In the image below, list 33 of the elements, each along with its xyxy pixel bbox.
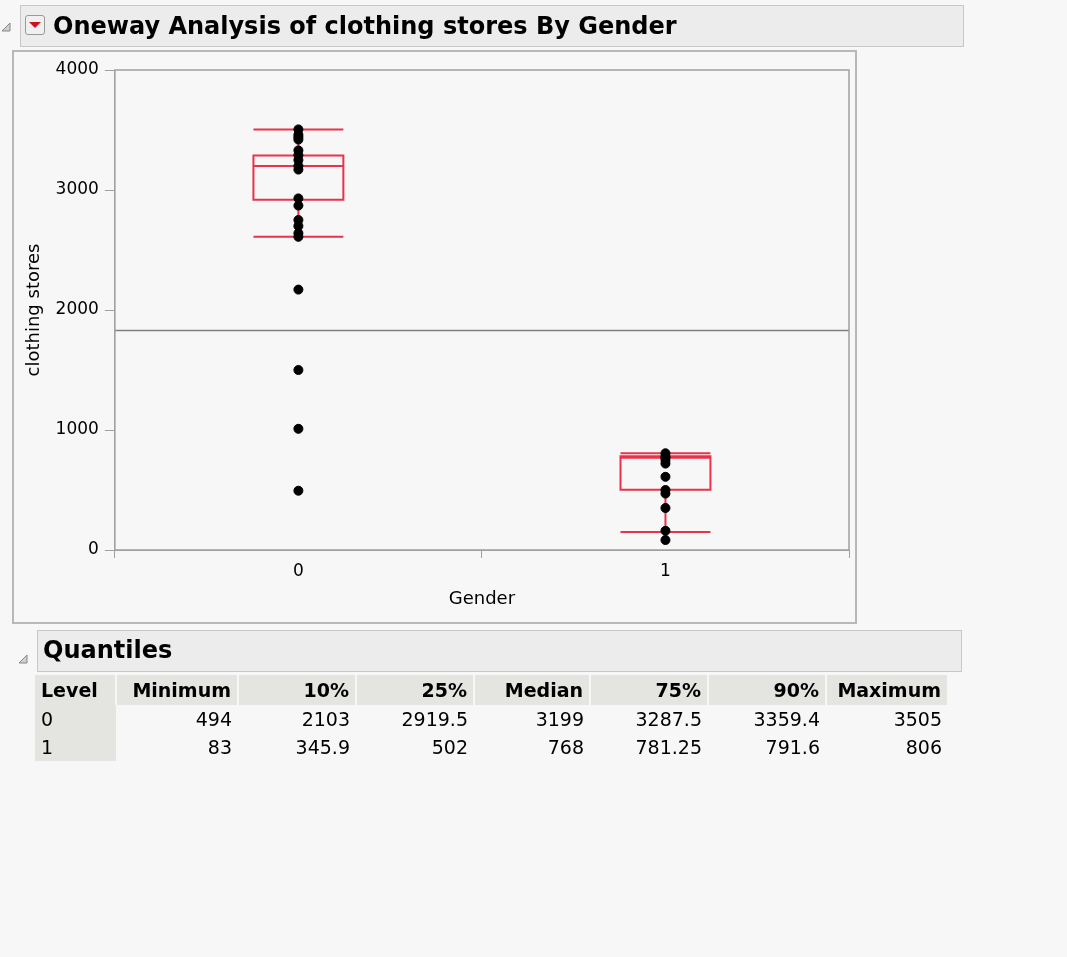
text: 502 bbox=[431, 736, 468, 758]
text: 2103 bbox=[301, 708, 350, 730]
text: 3359.4 bbox=[753, 708, 820, 730]
text: 768 bbox=[547, 736, 584, 758]
text: 494 bbox=[195, 708, 232, 730]
y-tick-label: 2000 bbox=[55, 298, 99, 319]
text: 2919.5 bbox=[401, 708, 468, 730]
y-tick-label: 1000 bbox=[55, 418, 99, 439]
text: 3505 bbox=[893, 708, 942, 730]
text: 806 bbox=[905, 736, 942, 758]
category-label: 90% bbox=[708, 675, 826, 705]
text: 781.25 bbox=[635, 736, 702, 758]
category-label: Minimum bbox=[116, 675, 238, 705]
chart-title: Oneway Analysis of clothing stores By Gender bbox=[53, 12, 677, 40]
y-tick-label: 4000 bbox=[55, 58, 99, 79]
text: 791.6 bbox=[765, 736, 820, 758]
category-label: 0 bbox=[41, 708, 54, 730]
y-tick-label: 3000 bbox=[55, 178, 99, 199]
category-label: 10% bbox=[238, 675, 356, 705]
category-label: Median bbox=[474, 675, 590, 705]
y-tick-label: 0 bbox=[88, 538, 99, 559]
y-axis-title: clothing stores bbox=[22, 243, 44, 377]
text: 3287.5 bbox=[635, 708, 702, 730]
category-label: Maximum bbox=[826, 675, 948, 705]
category-label: 25% bbox=[356, 675, 474, 705]
text: 83 bbox=[207, 736, 232, 758]
x-axis-title: Gender bbox=[448, 586, 516, 608]
text: Quantiles bbox=[43, 636, 173, 664]
text: Level bbox=[35, 675, 116, 705]
category-label: 1 bbox=[41, 736, 54, 758]
text: 345.9 bbox=[295, 736, 350, 758]
text: 3199 bbox=[535, 708, 584, 730]
category-label: 75% bbox=[590, 675, 708, 705]
